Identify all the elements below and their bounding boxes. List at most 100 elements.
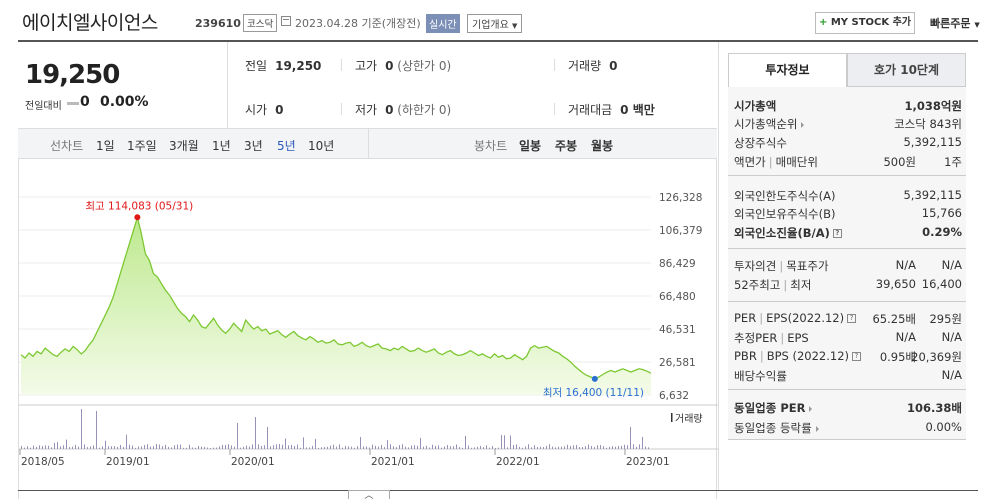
candle-daily[interactable]: 일봉 [519, 139, 542, 153]
volume-bar [81, 409, 82, 449]
volume-bar [99, 447, 100, 449]
volume-bar [597, 445, 598, 449]
realtime-button[interactable]: 실시간 [426, 14, 460, 33]
quick-order-button[interactable]: 빠른주문 ▼ [930, 15, 980, 31]
volume-bar [327, 446, 328, 449]
divider [341, 103, 342, 115]
volume-bar [591, 446, 592, 449]
add-mystock-button[interactable]: + MY STOCK 추가 [815, 12, 915, 34]
volume-bar [243, 446, 244, 449]
panel-divider [728, 248, 966, 249]
volume-legend-icon [671, 413, 673, 422]
y-tick-label: 26,581 [659, 357, 696, 369]
volume-bar [630, 427, 631, 449]
separator: | [759, 349, 764, 363]
price-chart[interactable]: 126,328 106,379 86,429 66,480 46,531 26,581 6,… [18, 159, 718, 499]
company-overview-dropdown[interactable]: 기업개요 ▼ [467, 14, 523, 33]
info-value: N/A [895, 258, 916, 272]
tab-investment-info[interactable]: 투자정보 [728, 53, 847, 87]
volume-legend: 거래량 [675, 413, 703, 425]
period-1d[interactable]: 1일 [96, 139, 115, 153]
investment-info-panel: 투자정보 호가 10단계 시가총액 1,038억원 시가총액순위 코스닥 843위 상장… [728, 53, 966, 440]
volume-bar [453, 446, 454, 449]
volume-bar [267, 427, 268, 449]
info-label[interactable]: 동일업종 등락률 [734, 420, 819, 436]
volume-bar [564, 446, 565, 449]
volume-bar [90, 446, 91, 449]
volume-bar [501, 435, 502, 449]
volume-bar [192, 447, 193, 449]
volume-bar [54, 442, 55, 449]
info-value: 0.00% [925, 420, 962, 434]
volume-bar [438, 445, 439, 449]
candle-monthly[interactable]: 월봉 [591, 139, 614, 153]
volume-bar [600, 445, 601, 449]
period-5y[interactable]: 5년 [277, 139, 296, 153]
info-label: 52주최고 | 최저 [734, 277, 811, 293]
volume-bar [321, 447, 322, 449]
candle-weekly[interactable]: 주봉 [555, 139, 578, 153]
info-row: 외국인보유주식수(B) 15,766 [728, 206, 966, 224]
volume-bar [459, 447, 460, 449]
volume-bar [264, 445, 265, 449]
volume-bar [174, 445, 175, 449]
volume-bar [408, 447, 409, 449]
low-label: 저가 [355, 103, 378, 117]
volume-bar [63, 445, 64, 449]
divider [554, 103, 555, 115]
volume-bar [510, 435, 511, 449]
info-value: 0.95배 [879, 350, 916, 364]
volume-bar [204, 446, 205, 449]
info-value: 5,392,115 [903, 135, 962, 149]
x-tick-label: 2022/01 [496, 456, 540, 468]
volume-bar [618, 446, 619, 449]
volume-bar [636, 446, 637, 449]
volume-bar [333, 444, 334, 449]
volume-bar [171, 447, 172, 449]
panel-divider [728, 389, 966, 390]
info-value: 65.25배 [872, 312, 916, 326]
info-label: 상장주식수 [734, 135, 787, 151]
info-row: 외국인한도주식수(A) 5,392,115 [728, 188, 966, 206]
volume-bar [120, 445, 121, 449]
help-icon[interactable]: ? [852, 352, 862, 361]
volume-bar [279, 444, 280, 449]
chevron-down-icon: ▼ [974, 21, 980, 29]
volume-bar [384, 447, 385, 449]
volume-bar [558, 446, 559, 449]
info-value: 1,038억원 [904, 99, 962, 113]
x-tick-label: 2020/01 [231, 456, 275, 468]
period-3y[interactable]: 3년 [244, 139, 263, 153]
info-label[interactable]: 시가총액순위 [734, 116, 805, 132]
tab-orderbook[interactable]: 호가 10단계 [847, 53, 966, 87]
help-icon[interactable]: ? [832, 229, 842, 238]
volume-bar [462, 447, 463, 449]
toolbar-divider [368, 129, 369, 158]
volume-bar [273, 445, 274, 449]
expand-handle[interactable]: ︿ [348, 490, 390, 499]
volume-bar [261, 446, 262, 449]
info-label-text: 외국인보유주식수(B) [734, 207, 836, 221]
volume-bar [258, 444, 259, 449]
change-value: 0 [80, 94, 90, 110]
period-10y[interactable]: 10년 [308, 139, 335, 153]
info-label[interactable]: 동일업종 PER [734, 400, 813, 416]
volume-bar [225, 445, 226, 449]
volume-bar [543, 446, 544, 449]
volume-bar [189, 444, 190, 449]
open-price: 시가 0 [245, 101, 283, 118]
stock-code: 239610 [195, 17, 241, 30]
info-label-text: 동일업종 등락률 [734, 421, 812, 435]
info-value: 106.38배 [907, 401, 962, 415]
volume-bar [93, 445, 94, 449]
volume-bar [66, 439, 67, 449]
info-label-text: BPS (2022.12) [766, 349, 850, 363]
volume-bar [117, 446, 118, 449]
period-1w[interactable]: 1주일 [127, 139, 157, 153]
help-icon[interactable]: ? [847, 314, 857, 323]
period-3m[interactable]: 3개월 [169, 139, 199, 153]
volume-bar [234, 446, 235, 449]
period-1y[interactable]: 1년 [212, 139, 231, 153]
info-label: 배당수익률 [734, 368, 787, 384]
volume-bar [240, 447, 241, 449]
